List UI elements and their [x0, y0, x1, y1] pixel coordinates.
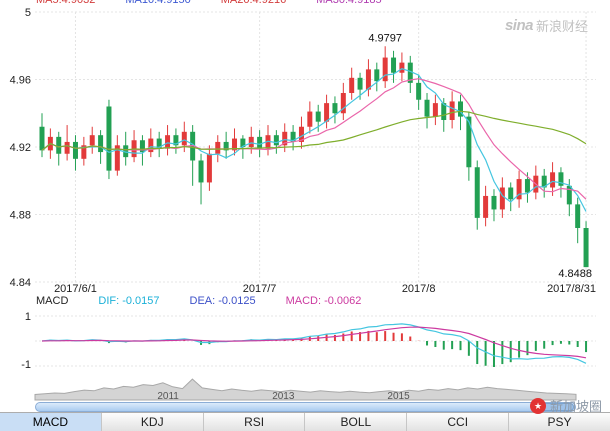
tab-rsi[interactable]: RSI [204, 413, 306, 431]
y-axis-label: 4.92 [10, 142, 31, 154]
indicator-value: DEA: -0.0125 [189, 295, 256, 307]
y-axis-label: 5 [25, 7, 31, 19]
dif-line [41, 323, 587, 364]
tab-psy[interactable]: PSY [547, 415, 572, 429]
ma-label: MA10:4.9150 [125, 0, 191, 6]
x-axis-label: 2017/6/1 [54, 283, 97, 295]
navigator-year-label: 2015 [387, 391, 410, 402]
ma-lines-group [41, 68, 587, 212]
ma-label: MA30:4.9185 [316, 0, 382, 6]
navigator-chart[interactable]: 2011 2013 2015 [0, 374, 610, 402]
indicator-tabbar: MACD KDJ RSI BOLL CCI PSY [0, 412, 610, 431]
price-annotation: 4.9797 [368, 32, 402, 44]
tab-kdj[interactable]: KDJ [102, 413, 204, 431]
indicator-value: MACD: -0.0062 [285, 295, 362, 307]
y-axis-label: 4.96 [10, 75, 31, 87]
ma-label: MA20:4.9216 [220, 0, 287, 6]
price-annotation: 4.8488 [558, 268, 592, 280]
sina-watermark: sina 新浪财经 [505, 16, 588, 35]
ma-header: MA5:4.9032 MA10:4.9150 MA20:4.9216 MA30:4.9… [36, 0, 382, 6]
x-axis-label: 2017/8/31 [547, 283, 596, 295]
x-axis-label: 2017/7 [243, 283, 277, 295]
tab-cci[interactable]: CCI [407, 413, 510, 431]
x-axis-label: 2017/8 [402, 283, 436, 295]
dea-line [41, 326, 587, 359]
tab-boll[interactable]: BOLL [305, 413, 408, 431]
xinjiapoquan-watermark-text: 新加坡圈 [549, 399, 602, 414]
navigator-area [34, 378, 577, 401]
sina-logo-icon: sina [504, 17, 534, 34]
xinjiapoquan-watermark: ★ 新加坡圈 [529, 396, 602, 415]
macd-axis-label: -1 [21, 359, 31, 371]
y-axis-label: 4.88 [10, 210, 31, 222]
navigator-year-label: 2011 [157, 391, 179, 402]
navigator-scrollbar[interactable] [35, 402, 576, 412]
indicator-value: DIF: -0.0157 [98, 295, 160, 307]
sina-watermark-text: 新浪财经 [535, 19, 588, 34]
macd-panel-chart: 1 -1 [21, 311, 596, 371]
macd-indicator-row: MACD DIF: -0.0157 DEA: -0.0125 MACD: -0.00… [36, 295, 361, 307]
tab-macd[interactable]: MACD [0, 413, 102, 431]
grid-group [35, 11, 596, 283]
y-axis-label: 4.84 [10, 277, 31, 289]
candlestick-chart: 5 4.96 4.92 4.88 4.84 2017/6/1 2017/7 2017/8 201… [10, 7, 596, 295]
indicator-name: MACD [36, 295, 69, 307]
navigator-year-label: 2013 [272, 391, 295, 402]
ma-label: MA5:4.9032 [36, 0, 96, 6]
macd-axis-label: 1 [25, 311, 31, 323]
xinjiapoquan-logo-icon: ★ [529, 397, 546, 414]
